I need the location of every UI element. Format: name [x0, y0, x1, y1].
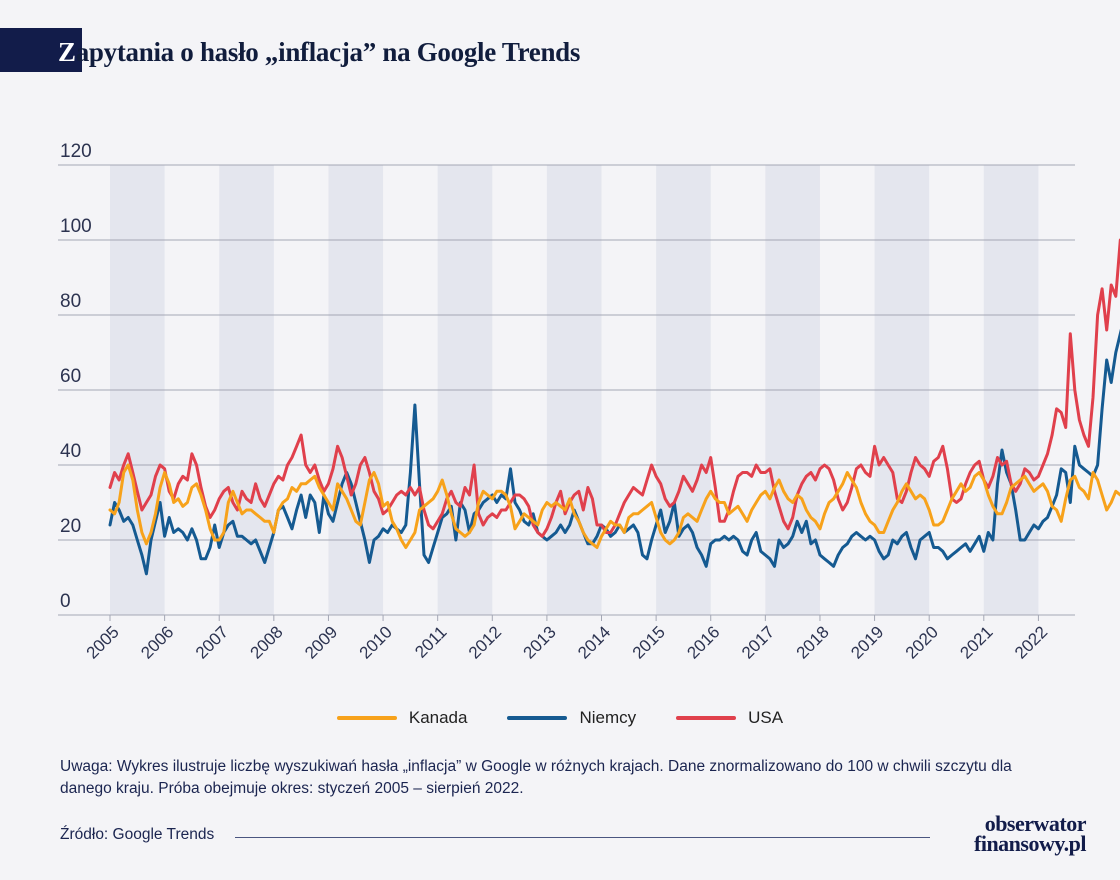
x-tick-label: 2015 [629, 622, 669, 662]
y-tick-label: 100 [60, 216, 92, 237]
y-tick-label: 20 [60, 516, 81, 537]
title-accent-bar [0, 28, 82, 72]
y-tick-label: 80 [60, 291, 81, 312]
x-tick-label: 2012 [465, 622, 505, 662]
source-divider [235, 837, 930, 838]
x-tick-label: 2013 [520, 622, 560, 662]
legend-item-usa: USA [676, 708, 783, 728]
x-tick-label: 2021 [956, 622, 996, 662]
y-tick-label: 40 [60, 441, 81, 462]
y-tick-label: 60 [60, 366, 81, 387]
legend-label-kanada: Kanada [408, 708, 468, 727]
line-chart: 0 20 40 60 80 100 120 2005 2006 2007 2008 2009 2010 2… [58, 141, 1120, 663]
source-text: Źródło: Google Trends [60, 826, 215, 843]
x-tick-label: 2010 [356, 622, 396, 662]
x-tick-label: 2006 [137, 622, 177, 662]
x-tick-label: 2007 [192, 622, 232, 662]
x-tick-label: 2014 [574, 622, 614, 662]
x-tick-label: 2020 [902, 622, 942, 662]
legend-swatch-kanada [336, 716, 397, 720]
x-tick-label: 2022 [1011, 622, 1051, 662]
y-tick-label: 0 [60, 591, 71, 612]
legend-label-usa: USA [748, 708, 784, 727]
page-title: Zapytania o hasło „inflacja” na Google T… [58, 30, 580, 74]
legend-swatch-niemcy [507, 716, 568, 720]
publisher-logo: obserwator finansowy.pl [946, 811, 1087, 856]
chart-legend: Kanada Niemcy USA [0, 706, 1120, 730]
y-tick-label: 120 [60, 141, 92, 162]
x-tick-label: 2008 [246, 622, 286, 662]
x-tick-label: 2019 [847, 622, 887, 662]
series-line-kanada [108, 463, 1120, 549]
legend-label-niemcy: Niemcy [579, 708, 637, 727]
x-tick-label: 2018 [793, 622, 833, 662]
legend-item-niemcy: Niemcy [507, 708, 636, 728]
x-tick-label: 2017 [738, 622, 778, 662]
title-initial: Z [58, 37, 76, 67]
chart-note: Uwaga: Wykres ilustruje liczbę wyszukiwa… [60, 758, 1012, 797]
title-text: apytania o hasło „inflacja” na Google Tr… [75, 37, 581, 67]
legend-swatch-usa [676, 716, 737, 720]
logo-line-2: finansowy.pl [974, 831, 1087, 856]
legend-item-kanada: Kanada [336, 708, 468, 728]
x-tick-label: 2005 [83, 622, 123, 662]
x-tick-label: 2009 [301, 622, 341, 662]
x-tick-label: 2016 [683, 622, 723, 662]
logo-line-1: obserwator [984, 811, 1087, 836]
x-tick-label: 2011 [411, 622, 450, 661]
